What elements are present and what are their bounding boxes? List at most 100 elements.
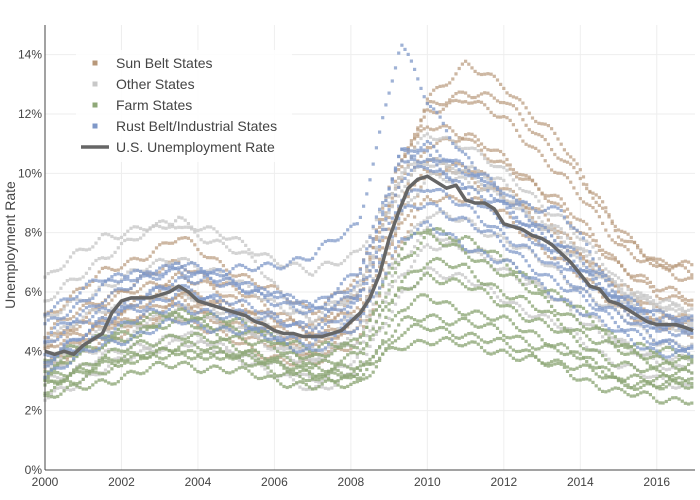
data-point [479, 188, 484, 192]
data-point [358, 247, 362, 251]
data-point [623, 239, 627, 243]
data-point [400, 290, 404, 294]
data-point [272, 376, 276, 380]
data-point [148, 294, 152, 298]
data-point [145, 257, 149, 261]
data-point [550, 264, 554, 268]
data-point [428, 109, 433, 113]
data-point [244, 273, 248, 277]
data-point [588, 315, 592, 319]
data-point [610, 257, 614, 261]
data-point [53, 314, 57, 318]
data-point [470, 331, 474, 335]
data-point [56, 319, 60, 323]
data-point [428, 100, 433, 104]
data-point [457, 136, 461, 140]
data-point [113, 236, 117, 240]
data-point [655, 386, 659, 390]
data-point [365, 314, 369, 318]
data-point [620, 361, 624, 365]
data-point [352, 337, 356, 341]
data-point [263, 361, 267, 365]
data-point [62, 307, 66, 311]
data-point [384, 322, 388, 326]
data-point [620, 243, 624, 247]
data-point [460, 316, 464, 320]
data-point [674, 304, 678, 308]
data-point [444, 300, 449, 304]
data-point [572, 241, 576, 245]
data-point [406, 149, 410, 153]
data-point [444, 161, 449, 166]
data-point [253, 358, 257, 362]
data-point [228, 323, 232, 327]
data-point [559, 240, 563, 244]
data-point [164, 226, 168, 230]
data-point [110, 361, 114, 365]
data-point [508, 163, 512, 167]
data-point [687, 358, 691, 362]
data-point [317, 366, 321, 370]
data-point [613, 282, 617, 286]
data-point [448, 337, 452, 341]
data-point [479, 170, 484, 174]
data-point [291, 367, 296, 371]
data-point [604, 275, 608, 279]
data-point [68, 383, 73, 387]
data-point [113, 331, 117, 335]
data-point [75, 345, 79, 350]
data-point [250, 345, 254, 349]
data-point [511, 104, 515, 108]
data-point [336, 342, 340, 346]
data-point [556, 291, 560, 295]
data-point [288, 372, 292, 376]
data-point [416, 319, 420, 323]
data-point [135, 342, 139, 346]
data-point [550, 345, 554, 349]
data-point [559, 360, 563, 364]
data-point [460, 100, 464, 104]
data-point [215, 272, 219, 276]
data-point [623, 383, 627, 388]
data-point [575, 304, 579, 308]
data-point [511, 246, 515, 250]
data-point [320, 342, 324, 346]
data-point [473, 275, 477, 279]
data-point [425, 160, 429, 164]
data-point [639, 299, 643, 303]
data-point [371, 312, 375, 316]
data-point [346, 296, 350, 301]
data-point [416, 132, 420, 136]
data-point [508, 215, 512, 219]
data-point [199, 238, 203, 242]
data-point [467, 287, 471, 291]
data-point [244, 321, 248, 325]
data-point [677, 382, 681, 386]
data-point [145, 292, 149, 296]
data-point [454, 197, 458, 201]
data-point [422, 293, 426, 297]
data-point [661, 264, 665, 268]
data-point [581, 330, 586, 335]
data-point [556, 330, 560, 334]
data-point [454, 161, 458, 165]
data-point [393, 187, 398, 191]
data-point [432, 268, 436, 272]
data-point [664, 305, 668, 309]
data-point [502, 338, 506, 342]
data-point [492, 351, 496, 355]
data-point [393, 302, 398, 306]
data-point [263, 329, 267, 333]
data-point [266, 285, 270, 289]
data-point [234, 316, 238, 321]
data-point [448, 241, 452, 245]
data-point [464, 313, 468, 317]
data-point [667, 345, 672, 350]
data-point [170, 282, 175, 287]
data-point [59, 377, 63, 381]
data-point [505, 101, 509, 105]
data-point [613, 386, 617, 390]
data-point [492, 186, 496, 190]
data-point [88, 371, 92, 375]
data-point [470, 287, 474, 292]
